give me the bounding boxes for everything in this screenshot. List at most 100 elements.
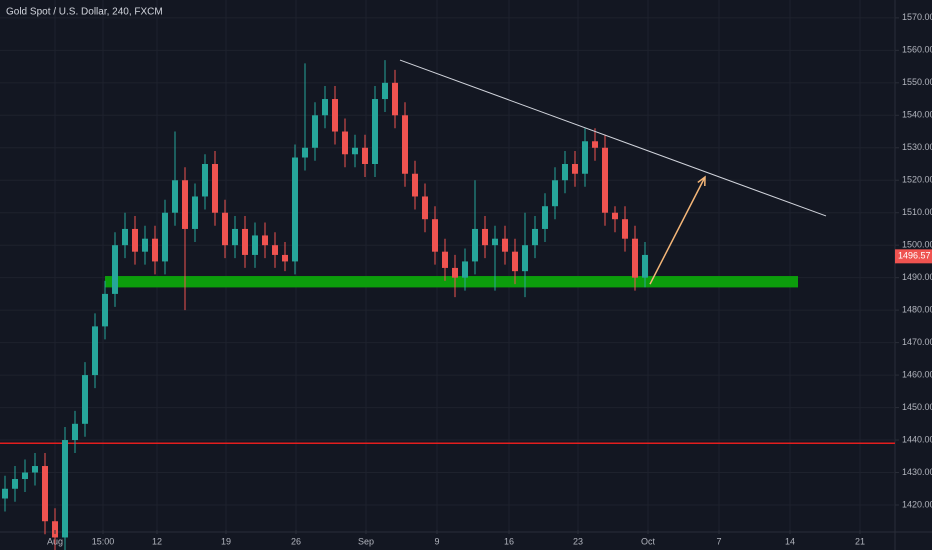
x-tick-label: Sep [358,536,374,546]
candle-body [362,147,368,165]
candle-body [32,466,38,473]
candle-body [142,238,148,252]
candle-body [572,164,578,174]
candle-body [232,228,238,246]
x-tick-label: 19 [221,536,231,546]
candle-body [542,206,548,229]
candle-body [492,238,498,246]
candle-body [352,147,358,155]
candle-body [272,245,278,255]
x-tick-label: 21 [855,536,865,546]
candle-body [502,238,508,252]
arrow-head [697,175,706,187]
candle-body [122,228,128,246]
candle-body [372,99,378,165]
candle-body [452,267,458,278]
axes: 1420.00 1430.00 1440.00 1450.00 1460.00 1470.… [47,12,932,546]
candle-body [82,375,88,424]
x-tick-label: 26 [291,536,301,546]
y-tick-label: 1510.00 [902,207,932,217]
candle-body [192,196,198,229]
y-tick-label: 1450.00 [902,402,932,412]
candle-body [72,423,78,441]
x-tick-label: 15:00 [92,536,115,546]
candle-body [462,261,468,278]
candle-body [302,147,308,158]
candle-body [162,212,168,262]
y-tick-label: 1560.00 [902,45,932,55]
candle-body [602,147,608,213]
candle-body [382,82,388,100]
chart-title: Gold Spot / U.S. Dollar, 240, FXCM [6,7,163,18]
candle-body [412,173,418,197]
candle-body [332,99,338,132]
candle-body [552,180,558,207]
candle-body [52,521,58,538]
candle-body [442,251,448,268]
candle-body [222,212,228,246]
candle-body [612,212,618,220]
y-tick-label: 1540.00 [902,110,932,120]
candle-body [172,180,178,213]
candle-body [522,245,528,272]
candle-body [312,115,318,148]
y-tick-label: 1520.00 [902,175,932,185]
x-tick-label: Aug [47,536,63,546]
candle-body [562,164,568,181]
y-tick-label: 1460.00 [902,369,932,379]
y-tick-label: 1480.00 [902,305,932,315]
candle-body [292,157,298,262]
candle-body [92,326,98,376]
candle-body [202,164,208,197]
candle-body [582,141,588,174]
candle-body [112,245,118,294]
candle-body [402,115,408,174]
plot [0,59,895,550]
candle-body [532,228,538,246]
x-tick-label: 9 [434,536,439,546]
candle-body [482,228,488,246]
x-tick-label: 23 [573,536,583,546]
candle-body [182,180,188,229]
candle-body [62,440,68,538]
last-price-label: 1496.57 [898,251,931,261]
y-tick-label: 1530.00 [902,142,932,152]
candle-body [632,238,638,278]
candle-body [642,254,648,278]
y-tick-label: 1420.00 [902,499,932,509]
y-tick-label: 1500.00 [902,240,932,250]
candle-body [102,293,108,327]
candle-body [422,196,428,220]
candle-body [42,466,48,522]
candle-body [22,472,28,480]
arrow [649,176,706,285]
y-tick-label: 1570.00 [902,12,932,22]
candle-body [212,164,218,213]
candle-body [252,235,258,255]
candle-body [282,254,288,262]
support-zone [105,276,798,288]
candle-body [12,479,18,489]
candle-body [262,235,268,246]
candle-body [132,228,138,252]
candle-body [392,82,398,116]
candle-body [472,228,478,262]
y-tick-label: 1490.00 [902,272,932,282]
y-tick-label: 1470.00 [902,337,932,347]
x-tick-label: 7 [716,536,721,546]
candle-body [342,131,348,155]
x-tick-label: 14 [785,536,795,546]
candle-body [152,238,158,262]
candle-body [592,141,598,148]
candle-body [322,99,328,116]
last-price-tag [895,249,932,264]
candle-body [2,488,8,499]
trendline [399,59,827,217]
x-tick-label: Oct [641,536,656,546]
candle-body [622,219,628,239]
x-tick-label: 16 [504,536,514,546]
candle-body [512,251,518,272]
candle-body [242,228,248,255]
y-tick-label: 1440.00 [902,434,932,444]
